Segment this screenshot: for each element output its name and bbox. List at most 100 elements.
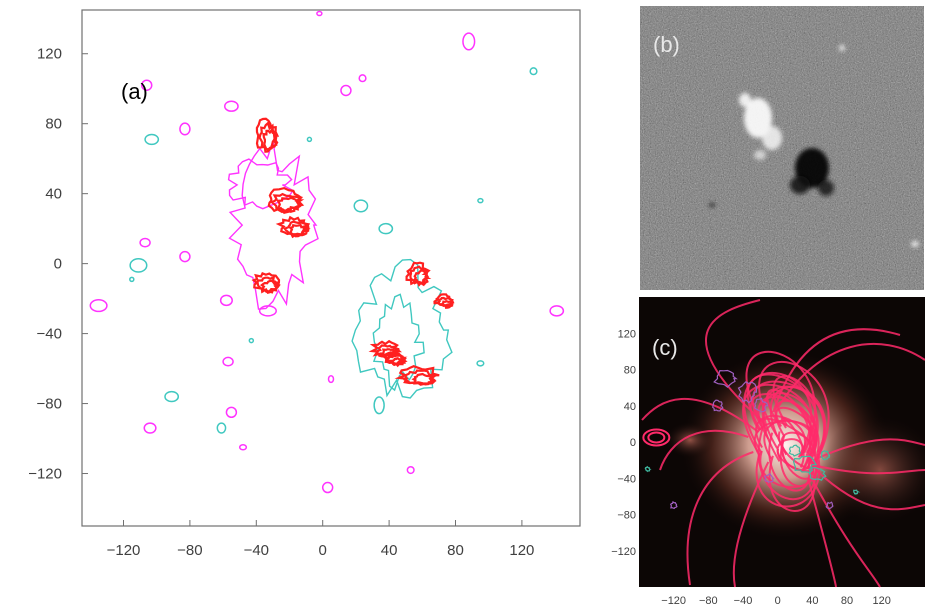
current-contour	[439, 299, 454, 309]
current-contour	[368, 339, 400, 357]
y-tick-label: −40	[37, 326, 62, 343]
negative-contour	[216, 422, 227, 434]
current-contour	[433, 293, 454, 308]
negative-contour	[306, 136, 313, 143]
panel-c-label: (c)	[652, 335, 678, 360]
panel-c-x-tick-label: −40	[734, 595, 753, 607]
current-contour	[262, 127, 279, 151]
positive-contour	[141, 79, 153, 91]
panel-c-y-tick-label: 120	[618, 328, 636, 340]
current-contour	[437, 296, 455, 308]
negative-contour	[164, 390, 180, 403]
panel-c-x-tick-label: −120	[661, 595, 686, 607]
panel-c-x-tick-label: 80	[841, 595, 853, 607]
panel-c-positive-contour	[713, 369, 738, 389]
positive-contour	[222, 356, 234, 367]
negative-contour-shell	[351, 258, 453, 399]
field-line	[812, 464, 925, 475]
panel-b-noise	[640, 6, 924, 290]
negative-contour	[129, 276, 135, 283]
panel-c-glow-right	[820, 415, 925, 525]
field-line	[647, 431, 666, 444]
current-contour	[270, 192, 305, 214]
panel-b: (b)	[640, 6, 924, 290]
panel-c-y-axis: 120 80 40 0 −40 −80 −120	[611, 328, 636, 558]
positive-contour	[462, 32, 476, 51]
x-tick-label: −80	[177, 542, 202, 559]
positive-contour	[179, 122, 191, 136]
positive-contour	[327, 375, 335, 384]
positive-contour	[358, 74, 367, 83]
panel-b-negative-spot	[709, 148, 834, 207]
panel-c-contours	[644, 369, 861, 510]
panel-a: 120 80 40 0 −40 −80 −120 −120 −80 −40 0 40 80 120 (a…	[28, 9, 581, 559]
negative-contour-shell	[372, 293, 425, 392]
field-line	[659, 429, 749, 471]
negative-contour	[378, 222, 394, 235]
positive-contour	[224, 100, 239, 112]
field-line	[686, 451, 754, 586]
panel-a-frame	[81, 9, 581, 527]
negative-contour	[529, 67, 538, 76]
panel-a-y-axis: 120 80 40 0 −40 −80 −120	[28, 46, 88, 483]
positive-contour	[321, 481, 334, 494]
current-contour	[388, 357, 407, 368]
negative-contour	[373, 396, 385, 415]
panel-c-y-tick-label: −40	[617, 473, 636, 485]
positive-contour	[139, 237, 151, 248]
y-tick-label: 120	[37, 46, 62, 63]
negative-contour	[477, 197, 484, 204]
field-line	[815, 469, 925, 511]
negative-contour	[248, 337, 255, 344]
current-contour	[412, 269, 432, 287]
panel-a-label: (a)	[121, 79, 148, 104]
field-line	[641, 397, 759, 433]
panel-c-x-tick-label: 40	[806, 595, 818, 607]
positive-contour	[143, 422, 157, 434]
field-line	[768, 432, 811, 492]
current-contour	[411, 372, 437, 386]
x-tick-label: 40	[381, 542, 398, 559]
field-line	[809, 474, 881, 588]
panel-a-x-axis: −120 −80 −40 0 40 80 120	[107, 520, 534, 559]
y-tick-label: 40	[45, 186, 62, 203]
current-contour	[375, 344, 403, 358]
positive-contour	[316, 10, 323, 17]
x-tick-label: −120	[107, 542, 141, 559]
panel-c-negative-contour	[788, 444, 802, 457]
field-line	[812, 438, 925, 462]
positive-contour	[238, 444, 248, 451]
negative-contour	[476, 360, 485, 367]
panel-c-positive-contour	[825, 501, 834, 509]
field-line	[746, 373, 819, 460]
panel-c-positive-contour	[669, 500, 678, 510]
panel-c-y-tick-label: −80	[617, 510, 636, 522]
y-tick-label: 0	[54, 256, 62, 273]
field-line	[742, 383, 816, 470]
y-tick-label: −120	[28, 466, 62, 483]
y-tick-label: 80	[45, 116, 62, 133]
positive-contour	[340, 84, 352, 97]
current-contour	[288, 223, 311, 238]
panel-c-y-tick-label: 80	[624, 365, 636, 377]
field-line	[732, 461, 770, 588]
field-line	[642, 428, 671, 447]
panel-c: 120 80 40 0 −40 −80 −120 −120 −80 −40 0 40 80 120 (c…	[611, 297, 925, 607]
panel-c-negative-contour	[792, 455, 818, 474]
panel-c-positive-contour	[753, 397, 769, 413]
y-tick-label: −80	[37, 396, 62, 413]
field-line	[757, 427, 817, 501]
panel-c-y-tick-label: 0	[630, 437, 636, 449]
field-line	[745, 350, 816, 457]
field-line	[758, 360, 830, 463]
positive-contour	[179, 250, 191, 263]
current-contour	[276, 196, 302, 213]
panel-c-x-axis: −120 −80 −40 0 40 80 120	[661, 595, 891, 607]
panel-c-x-tick-label: −80	[699, 595, 718, 607]
field-line	[755, 415, 806, 458]
x-tick-label: −40	[244, 542, 269, 559]
negative-contour	[129, 257, 148, 273]
panel-c-positive-contour	[712, 399, 724, 412]
panel-c-field-lines	[641, 299, 925, 588]
panel-c-y-tick-label: 40	[624, 401, 636, 413]
